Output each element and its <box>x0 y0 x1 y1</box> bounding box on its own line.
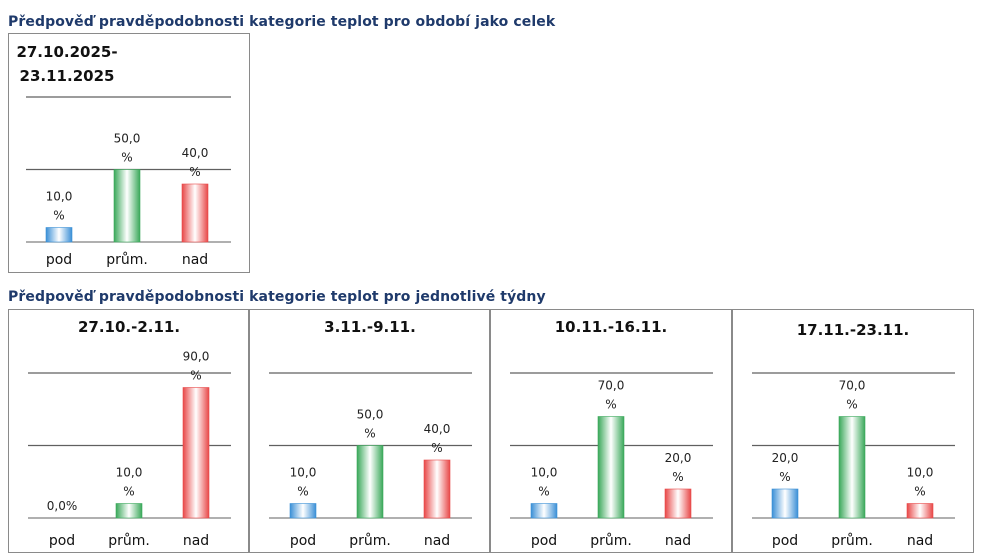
category-label-prum: prům. <box>831 533 873 549</box>
data-label-nad: 40,0 <box>424 422 451 436</box>
category-label-prum: prům. <box>108 533 150 549</box>
data-label-prum: 70,0 <box>598 379 625 393</box>
data-label-nad: % <box>431 441 442 455</box>
data-label-prum: 10,0 <box>116 466 143 480</box>
data-label-pod: 10,0 <box>531 466 558 480</box>
chart-week-1: 27.10.-2.11. 0,0% pod 10,0% prům. 90,0% nad <box>28 318 231 549</box>
chart-week-2: 3.11.-9.11. 10,0% pod 50,0% prům. 40,0% nad <box>269 318 472 549</box>
bar-pod <box>771 488 799 519</box>
bar-prum <box>597 416 625 519</box>
chart-title-line: 10.11.-16.11. <box>555 318 668 336</box>
chart-title-line: 17.11.-23.11. <box>797 321 910 339</box>
bar-prum <box>838 416 866 519</box>
chart-week-3: 10.11.-16.11. 10,0% pod 70,0% prům. 20,0% nad <box>510 318 713 549</box>
data-label-nad: 10,0 <box>907 466 934 480</box>
bar-pod <box>289 503 317 519</box>
chart-week-4: 17.11.-23.11. 20,0% pod 70,0% prům. 10,0% nad <box>752 321 955 549</box>
category-label-nad: nad <box>665 533 691 549</box>
data-label-prum: 50,0 <box>114 132 141 146</box>
chart-title-line: 27.10.-2.11. <box>78 318 180 336</box>
data-label-prum: 50,0 <box>357 408 384 422</box>
data-label-prum: % <box>121 151 132 165</box>
chart-panel-overall: 27.10.2025- 23.11.2025 10,0% pod 50,0% prům. 4… <box>8 33 250 273</box>
bar-nad <box>182 387 210 519</box>
data-label-nad: 40,0 <box>182 146 209 160</box>
bar-pod <box>530 503 558 519</box>
category-label-pod: pod <box>531 533 557 549</box>
category-label-pod: pod <box>46 252 72 268</box>
data-label-nad: % <box>672 470 683 484</box>
chart-overall: 27.10.2025- 23.11.2025 10,0% pod 50,0% prům. 4… <box>16 43 231 268</box>
data-label-nad: 20,0 <box>665 451 692 465</box>
data-label-prum: % <box>846 398 857 412</box>
bar-nad <box>181 183 209 243</box>
bar-nad <box>423 459 451 519</box>
section-title-overall: Předpověď pravděpodobnosti kategorie tep… <box>8 14 556 30</box>
data-label-prum: 70,0 <box>839 379 866 393</box>
data-label-nad: % <box>914 485 925 499</box>
data-label-pod: 20,0 <box>772 451 799 465</box>
category-label-pod: pod <box>772 533 798 549</box>
category-label-prum: prům. <box>349 533 391 549</box>
chart-panel-week-3: 10.11.-16.11. 10,0% pod 70,0% prům. 20,0% nad <box>490 309 732 553</box>
category-label-prum: prům. <box>106 252 148 268</box>
data-label-pod: % <box>53 209 64 223</box>
chart-title-line: 27.10.2025- <box>16 43 117 61</box>
data-label-prum: % <box>605 398 616 412</box>
data-label-nad: % <box>189 165 200 179</box>
bar-prum <box>113 169 141 243</box>
bar-prum <box>115 503 143 519</box>
data-label-nad: % <box>190 369 201 383</box>
data-label-pod: % <box>779 470 790 484</box>
category-label-prum: prům. <box>590 533 632 549</box>
bar-nad <box>906 503 934 519</box>
bar-pod <box>45 227 73 243</box>
data-label-pod: 0,0% <box>47 499 78 513</box>
category-label-nad: nad <box>907 533 933 549</box>
data-label-pod: 10,0 <box>46 190 73 204</box>
chart-title-line: 3.11.-9.11. <box>324 318 416 336</box>
section-title-weekly: Předpověď pravděpodobnosti kategorie tep… <box>8 289 546 305</box>
chart-title-line: 23.11.2025 <box>20 67 115 85</box>
data-label-nad: 90,0 <box>183 350 210 364</box>
chart-panel-week-2: 3.11.-9.11. 10,0% pod 50,0% prům. 40,0% nad <box>249 309 490 553</box>
chart-panel-week-4: 17.11.-23.11. 20,0% pod 70,0% prům. 10,0% nad <box>732 309 974 553</box>
data-label-prum: % <box>364 427 375 441</box>
bar-prum <box>356 445 384 519</box>
data-label-prum: % <box>123 485 134 499</box>
category-label-nad: nad <box>424 533 450 549</box>
chart-panel-week-1: 27.10.-2.11. 0,0% pod 10,0% prům. 90,0% nad <box>8 309 249 553</box>
category-label-nad: nad <box>183 533 209 549</box>
data-label-pod: 10,0 <box>290 466 317 480</box>
bar-nad <box>664 488 692 519</box>
data-label-pod: % <box>538 485 549 499</box>
category-label-pod: pod <box>49 533 75 549</box>
category-label-nad: nad <box>182 252 208 268</box>
category-label-pod: pod <box>290 533 316 549</box>
data-label-pod: % <box>297 485 308 499</box>
